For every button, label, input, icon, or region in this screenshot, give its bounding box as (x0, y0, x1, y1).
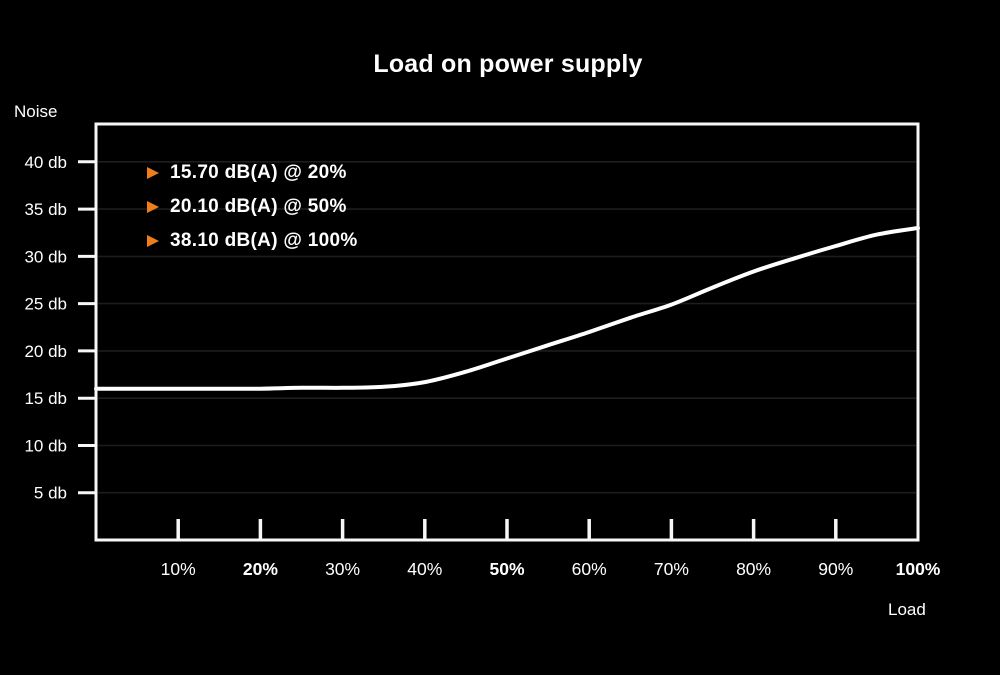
x-tick-label: 100% (896, 559, 941, 579)
y-tick-label: 15 db (24, 389, 67, 408)
right-triangle-icon (147, 167, 159, 179)
x-axis-title: Load (888, 600, 926, 619)
x-tick-label: 60% (572, 559, 607, 579)
plot-border (94, 122, 920, 542)
x-tick-label: 50% (489, 559, 524, 579)
noise-curve (94, 226, 920, 391)
y-tick-label: 25 db (24, 295, 67, 314)
right-triangle-icon (147, 235, 159, 247)
x-tick-label: 30% (325, 559, 360, 579)
chart-title: Load on power supply (373, 50, 643, 78)
y-tick-label: 10 db (24, 437, 67, 456)
legend-label: 38.10 dB(A) @ 100% (170, 230, 358, 251)
y-tick-label: 5 db (34, 484, 67, 503)
legend-label: 15.70 dB(A) @ 20% (170, 162, 347, 183)
x-tick-label: 80% (736, 559, 771, 579)
y-tick-label: 20 db (24, 342, 67, 361)
legend-item: 38.10 dB(A) @ 100% (147, 224, 358, 258)
x-tick-label: 90% (818, 559, 853, 579)
chart-legend: 15.70 dB(A) @ 20% 20.10 dB(A) @ 50% 38.1… (147, 156, 358, 258)
y-tick-label: 35 db (24, 200, 67, 219)
y-axis-title: Noise (14, 102, 58, 121)
y-tick-label: 30 db (24, 247, 67, 266)
x-tick-label: 20% (243, 559, 278, 579)
x-tick-label: 40% (407, 559, 442, 579)
x-tick-label: 70% (654, 559, 689, 579)
x-tick-label: 10% (161, 559, 196, 579)
legend-item: 20.10 dB(A) @ 50% (147, 190, 358, 224)
legend-item: 15.70 dB(A) @ 20% (147, 156, 358, 190)
y-tick-label: 40 db (24, 153, 67, 172)
legend-label: 20.10 dB(A) @ 50% (170, 196, 347, 217)
right-triangle-icon (147, 201, 159, 213)
